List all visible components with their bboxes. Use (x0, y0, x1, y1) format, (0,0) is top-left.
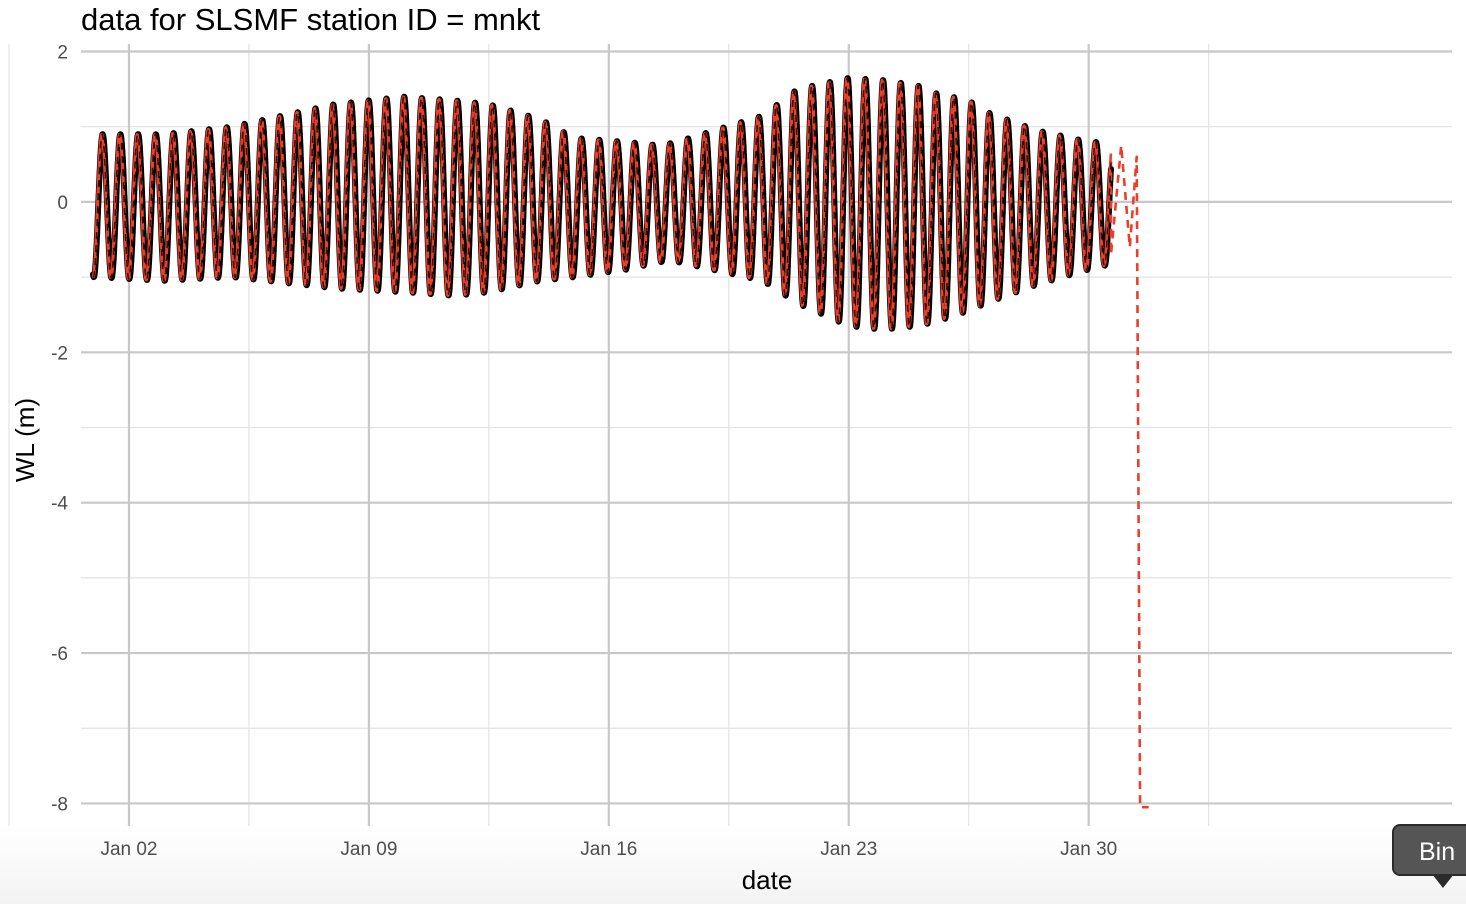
chart-title: data for SLSMF station ID = mnkt (81, 2, 541, 37)
y-tick-label: -8 (51, 794, 68, 815)
x-tick-label: Jan 09 (340, 839, 397, 860)
x-axis-title: date (742, 865, 793, 895)
tooltip-label: Bin (1419, 838, 1456, 866)
y-tick-label: 0 (57, 193, 68, 214)
y-axis-title: WL (m) (10, 398, 40, 482)
y-axis: 2 0 -2 -4 -6 -8 (51, 43, 68, 816)
x-tick-label: Jan 30 (1060, 839, 1117, 860)
y-tick-label: -2 (51, 343, 68, 364)
x-tick-label: Jan 23 (820, 839, 877, 860)
y-tick-label: 2 (57, 43, 68, 64)
x-tick-label: Jan 16 (580, 839, 637, 860)
tooltip-arrow (1432, 874, 1454, 888)
x-axis: Jan 02 Jan 09 Jan 16 Jan 23 Jan 30 (100, 839, 1117, 860)
x-tick-label: Jan 02 (100, 839, 157, 860)
series-layer (90, 75, 1149, 809)
bottom-toolbar-background (0, 826, 1466, 904)
tooltip-bin[interactable]: Bin (1392, 824, 1466, 876)
y-tick-label: -4 (51, 494, 68, 515)
y-tick-label: -6 (51, 644, 68, 665)
series-observed-dashed-overlay (92, 76, 1112, 331)
